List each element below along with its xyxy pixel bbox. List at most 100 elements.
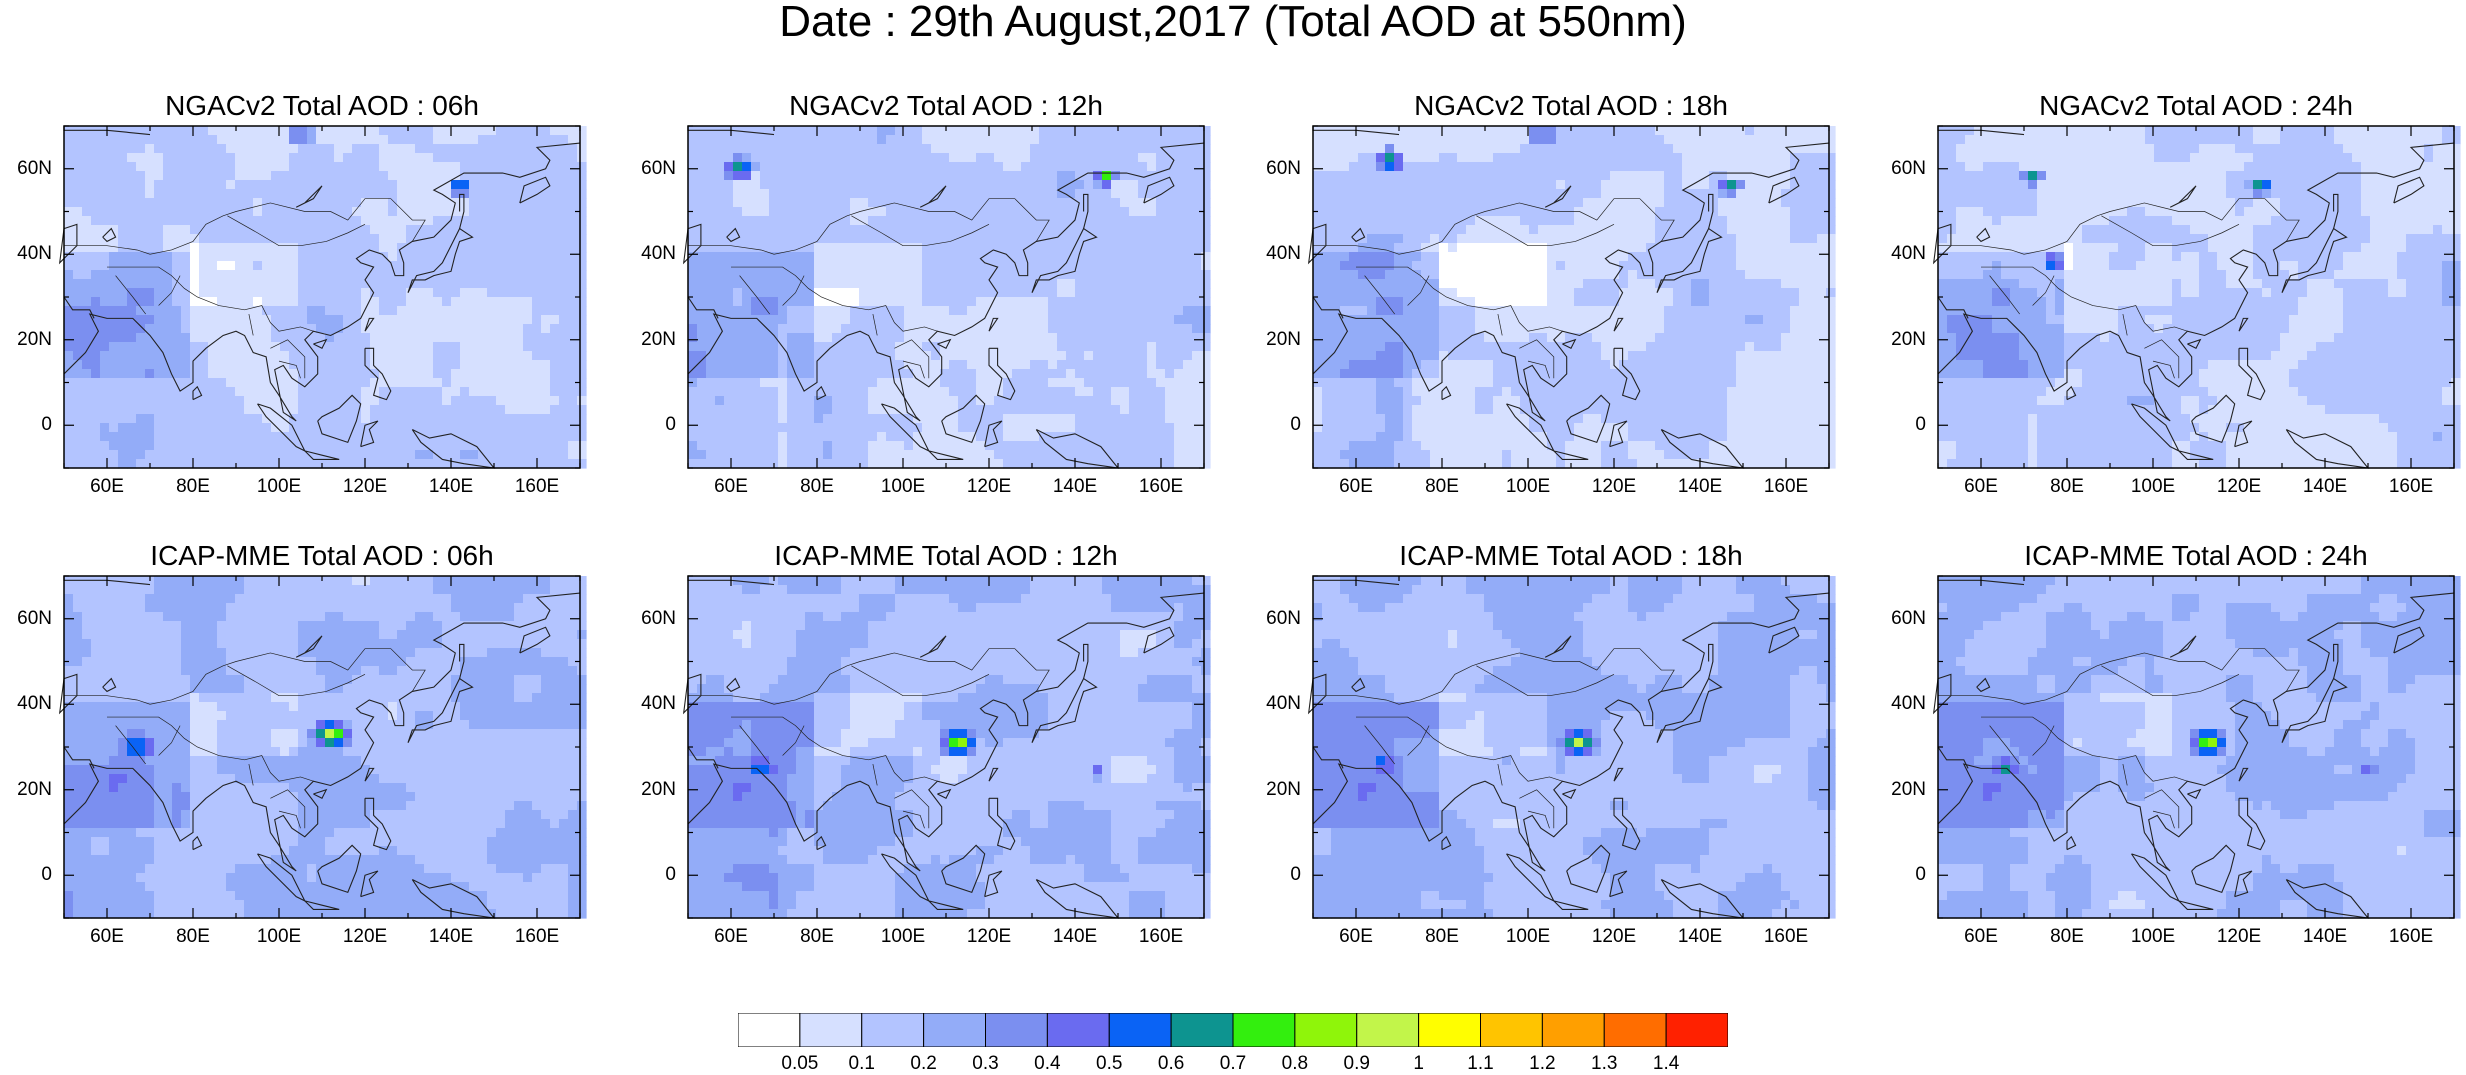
lat-tick-label: 40N	[1253, 693, 1301, 715]
colorbar-label: 0.9	[1332, 1053, 1382, 1075]
lat-tick-label: 20N	[628, 779, 676, 801]
lon-tick-label: 80E	[163, 476, 223, 498]
lat-tick-label: 60N	[1878, 158, 1926, 180]
lat-tick-label: 0	[1878, 864, 1926, 886]
aod-field	[64, 126, 587, 469]
panel-title: NGACv2 Total AOD : 18h	[1313, 90, 1829, 122]
lat-tick-label: 40N	[628, 243, 676, 265]
lon-tick-label: 60E	[1326, 476, 1386, 498]
aod-field	[1938, 126, 2461, 469]
lon-tick-label: 140E	[2295, 926, 2355, 948]
lat-tick-label: 40N	[4, 243, 52, 265]
lat-tick-label: 40N	[1878, 693, 1926, 715]
lat-tick-label: 0	[1878, 414, 1926, 436]
panel-title: ICAP-MME Total AOD : 12h	[688, 540, 1204, 572]
lat-tick-label: 0	[1253, 864, 1301, 886]
panel-title: NGACv2 Total AOD : 12h	[688, 90, 1204, 122]
lat-tick-label: 40N	[628, 693, 676, 715]
lon-tick-label: 160E	[507, 476, 567, 498]
lon-tick-label: 60E	[1951, 926, 2011, 948]
lon-tick-label: 100E	[1498, 476, 1558, 498]
lon-tick-label: 80E	[787, 926, 847, 948]
colorbar-box	[924, 1013, 986, 1047]
lat-tick-label: 60N	[1253, 608, 1301, 630]
lat-tick-label: 0	[628, 864, 676, 886]
lat-tick-label: 20N	[1253, 779, 1301, 801]
lon-tick-label: 160E	[507, 926, 567, 948]
map-panel: NGACv2 Total AOD : 18h 60N 40N 20N 0 60E 80E 10…	[1249, 90, 1869, 510]
colorbar-label: 0.2	[899, 1053, 949, 1075]
lon-tick-label: 120E	[2209, 476, 2269, 498]
panel-title: ICAP-MME Total AOD : 24h	[1938, 540, 2454, 572]
colorbar-label: 1.2	[1517, 1053, 1567, 1075]
lat-tick-label: 60N	[4, 158, 52, 180]
lat-tick-label: 20N	[1253, 329, 1301, 351]
lon-tick-label: 100E	[2123, 476, 2183, 498]
lon-tick-label: 100E	[1498, 926, 1558, 948]
lon-tick-label: 140E	[421, 476, 481, 498]
lon-tick-label: 160E	[1131, 926, 1191, 948]
lat-tick-label: 20N	[628, 329, 676, 351]
colorbar-box	[1419, 1013, 1481, 1047]
lat-tick-label: 40N	[1253, 243, 1301, 265]
colorbar-box	[1295, 1013, 1357, 1047]
lon-tick-label: 140E	[1670, 476, 1730, 498]
panel-title: NGACv2 Total AOD : 24h	[1938, 90, 2454, 122]
aod-map	[1938, 576, 2454, 918]
aod-map	[1938, 126, 2454, 468]
lon-tick-label: 120E	[1584, 926, 1644, 948]
colorbar-box	[1666, 1013, 1728, 1047]
lon-tick-label: 80E	[2037, 476, 2097, 498]
colorbar-box	[1109, 1013, 1171, 1047]
lon-tick-label: 120E	[335, 476, 395, 498]
lon-tick-label: 160E	[1131, 476, 1191, 498]
colorbar-box	[800, 1013, 862, 1047]
lat-tick-label: 40N	[4, 693, 52, 715]
lat-tick-label: 60N	[1253, 158, 1301, 180]
lon-tick-label: 120E	[959, 926, 1019, 948]
aod-field	[64, 576, 587, 919]
colorbar-label: 0.8	[1270, 1053, 1320, 1075]
aod-map	[1313, 576, 1829, 918]
lat-tick-label: 60N	[628, 608, 676, 630]
lat-tick-label: 60N	[628, 158, 676, 180]
lat-tick-label: 60N	[1878, 608, 1926, 630]
colorbar-box	[1357, 1013, 1419, 1047]
aod-map	[1313, 126, 1829, 468]
colorbar-label: 1.1	[1456, 1053, 1506, 1075]
aod-map	[64, 576, 580, 918]
lon-tick-label: 140E	[1045, 476, 1105, 498]
colorbar-label: 0.6	[1146, 1053, 1196, 1075]
colorbar-box	[862, 1013, 924, 1047]
lon-tick-label: 60E	[701, 476, 761, 498]
lon-tick-label: 100E	[873, 926, 933, 948]
lat-tick-label: 0	[4, 864, 52, 886]
lon-tick-label: 60E	[1951, 476, 2011, 498]
map-panel: ICAP-MME Total AOD : 12h 60N 40N 20N 0 60E 80E…	[624, 540, 1244, 960]
lon-tick-label: 100E	[249, 926, 309, 948]
lon-tick-label: 60E	[77, 476, 137, 498]
colorbar-box	[1604, 1013, 1666, 1047]
aod-field	[1313, 576, 1836, 919]
aod-map	[64, 126, 580, 468]
lon-tick-label: 80E	[1412, 476, 1472, 498]
lat-tick-label: 0	[4, 414, 52, 436]
lon-tick-label: 140E	[1670, 926, 1730, 948]
lon-tick-label: 80E	[1412, 926, 1472, 948]
lon-tick-label: 140E	[421, 926, 481, 948]
lat-tick-label: 0	[1253, 414, 1301, 436]
lon-tick-label: 120E	[1584, 476, 1644, 498]
lon-tick-label: 60E	[701, 926, 761, 948]
colorbar-label: 1.4	[1641, 1053, 1691, 1075]
colorbar-label: 0.1	[837, 1053, 887, 1075]
colorbar-box	[1171, 1013, 1233, 1047]
lon-tick-label: 160E	[1756, 926, 1816, 948]
lon-tick-label: 140E	[1045, 926, 1105, 948]
lon-tick-label: 80E	[163, 926, 223, 948]
colorbar-label: 0.4	[1022, 1053, 1072, 1075]
colorbar-label: 1	[1394, 1053, 1444, 1075]
lat-tick-label: 20N	[1878, 329, 1926, 351]
